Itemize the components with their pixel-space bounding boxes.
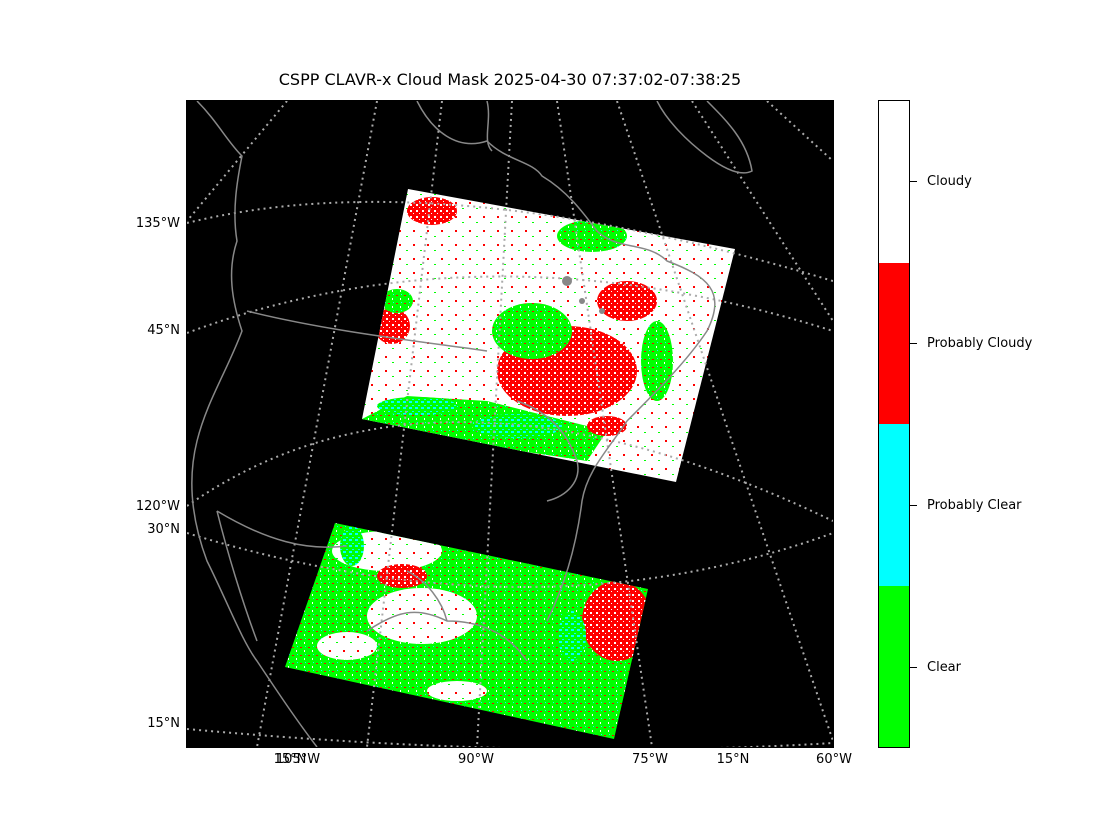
lon-label-105w: 105°W: [275, 752, 321, 767]
inland-lakes: [562, 276, 605, 314]
map-panel[interactable]: [186, 100, 834, 748]
colorbar-clear: [879, 585, 909, 747]
lon-label-15n-left: 15°N: [273, 752, 307, 767]
map-title: CSPP CLAVR-x Cloud Mask 2025-04-30 07:37…: [278, 70, 742, 89]
colorbar-label-cloudy: Cloudy: [927, 174, 972, 189]
colorbar-label-clear: Clear: [927, 660, 961, 675]
lat-label-30n: 30°N: [147, 522, 180, 537]
lon-label-75w: 75°W: [632, 752, 668, 767]
lat-label-120w: 120°W: [135, 499, 180, 514]
colorbar: [878, 100, 910, 748]
lon-label-90w: 90°W: [458, 752, 494, 767]
map-canvas: [187, 101, 833, 747]
lon-label-60w: 60°W: [816, 752, 852, 767]
lat-label-45n: 45°N: [147, 323, 180, 338]
colorbar-tick: [910, 181, 917, 182]
graticule: [187, 101, 833, 747]
colorbar-label-probably-cloudy: Probably Cloudy: [927, 336, 1033, 351]
lon-label-15n-right: 15°N: [716, 752, 750, 767]
colorbar-label-probably-clear: Probably Clear: [927, 498, 1022, 513]
colorbar-tick: [910, 505, 917, 506]
colorbar-tick: [910, 343, 917, 344]
colorbar-cloudy: [879, 101, 909, 263]
colorbar-probably-clear: [879, 424, 909, 586]
swath-south: [285, 523, 648, 739]
coastlines: [191, 101, 753, 747]
swath-north: [362, 189, 735, 482]
lat-label-135w: 135°W: [135, 216, 180, 231]
colorbar-tick: [910, 667, 917, 668]
lat-label-15n: 15°N: [147, 716, 180, 731]
colorbar-probably-cloudy: [879, 262, 909, 424]
